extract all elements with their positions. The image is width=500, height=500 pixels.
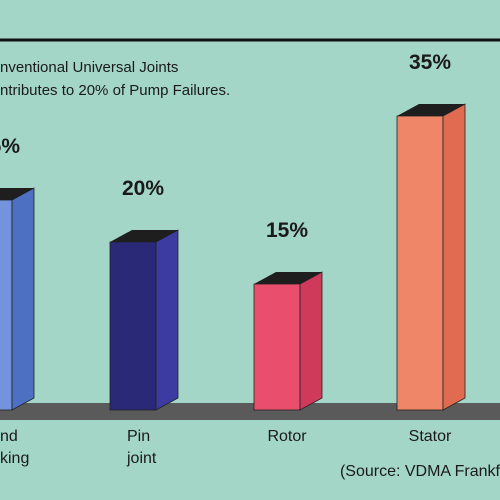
value-label: 25% <box>0 135 20 158</box>
bar-side <box>299 271 323 411</box>
bar <box>396 103 466 411</box>
bar <box>253 271 323 411</box>
bar-top <box>110 230 178 242</box>
category-label: nd <box>0 428 18 445</box>
value-label: 35% <box>409 51 451 74</box>
bar-side <box>442 103 466 411</box>
category-label: king <box>0 450 29 467</box>
bar-top <box>397 104 465 116</box>
bar-top <box>254 272 322 284</box>
bar-front <box>396 115 444 411</box>
value-label: 15% <box>266 219 308 242</box>
bar <box>0 187 35 411</box>
bar-side <box>155 229 179 411</box>
bar <box>109 229 179 411</box>
category-label: joint <box>126 450 157 467</box>
category-label: Rotor <box>267 428 307 445</box>
category-label: Pin <box>127 428 150 445</box>
category-label: Stator <box>409 428 452 445</box>
bar-front <box>0 199 13 411</box>
bar-side <box>11 187 35 411</box>
source: (Source: VDMA Frankf <box>340 463 500 480</box>
bar-front <box>253 283 301 411</box>
bar-front <box>109 241 157 411</box>
title-line: nventional Universal Joints <box>0 59 178 76</box>
title-line: ntributes to 20% of Pump Failures. <box>0 82 230 99</box>
bar-top <box>0 188 34 200</box>
value-label: 20% <box>122 177 164 200</box>
